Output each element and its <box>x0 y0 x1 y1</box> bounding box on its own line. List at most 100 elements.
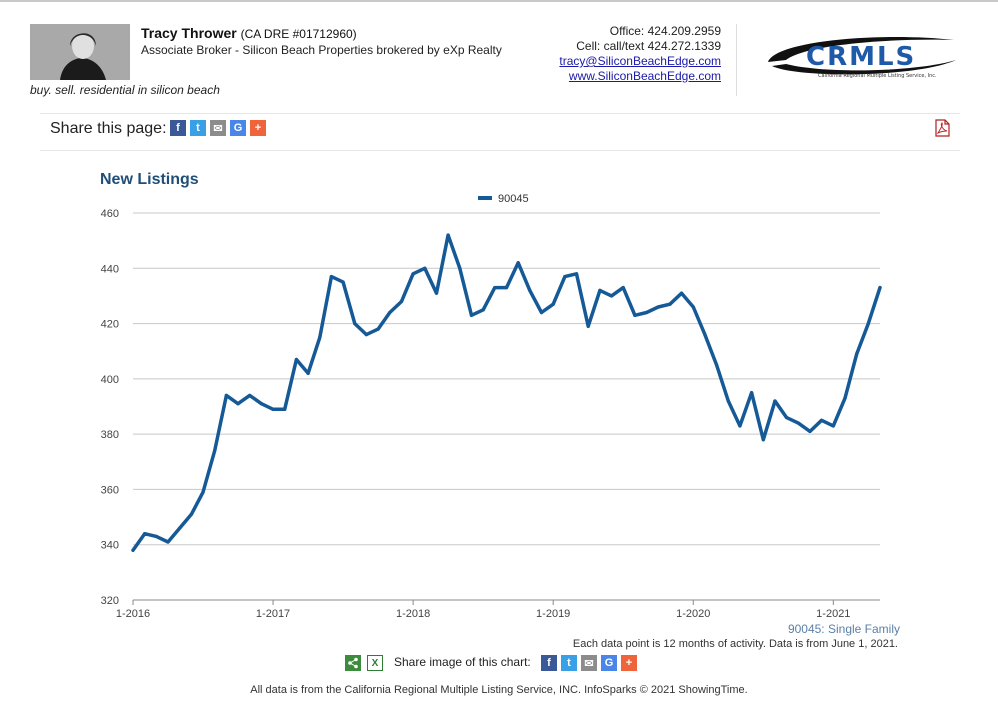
data-point <box>248 393 252 398</box>
data-point <box>785 415 789 420</box>
series-line <box>131 233 882 552</box>
data-point <box>598 288 602 292</box>
data-point <box>843 396 847 400</box>
x-tick-label: 1-2019 <box>536 608 570 620</box>
data-point <box>563 274 567 279</box>
data-point <box>761 438 765 442</box>
data-point <box>656 305 660 309</box>
agent-name-text: Tracy Thrower <box>141 25 237 41</box>
share-chart-icon[interactable] <box>345 655 361 671</box>
data-point <box>726 399 730 403</box>
data-point <box>738 424 742 428</box>
google-icon[interactable]: G <box>601 655 617 671</box>
email-link[interactable]: tracy@SiliconBeachEdge.com <box>559 54 721 68</box>
agent-tagline: buy. sell. residential in silicon beach <box>30 83 220 97</box>
share-page-bar: Share this page: f t ✉ G + <box>40 113 960 151</box>
data-point <box>388 310 392 315</box>
data-point <box>831 424 835 428</box>
twitter-icon[interactable]: t <box>561 655 577 671</box>
data-point <box>504 286 509 290</box>
agent-name: Tracy Thrower (CA DRE #01712960) <box>141 25 357 41</box>
chart-legend: 90045 <box>478 193 529 205</box>
y-tick-label: 360 <box>101 484 119 496</box>
office-phone: Office: 424.209.2959 <box>609 24 721 38</box>
pdf-icon[interactable] <box>934 119 950 137</box>
y-tick-label: 340 <box>101 540 119 552</box>
data-point <box>866 321 870 326</box>
data-point <box>341 280 345 284</box>
data-point <box>855 352 859 356</box>
y-tick-label: 460 <box>101 208 119 220</box>
data-point <box>434 291 439 295</box>
contact-block: Office: 424.209.2959 Cell: call/text 424… <box>520 24 721 84</box>
chart-grid <box>133 212 880 601</box>
data-point <box>539 310 544 315</box>
x-axis-ticks: 1-2016 1-2017 1-2018 1-2019 1-2020 1-2021 <box>116 600 850 620</box>
facebook-icon[interactable]: f <box>541 655 557 671</box>
data-point <box>691 305 695 309</box>
x-tick-label: 1-2020 <box>676 608 710 620</box>
header-divider <box>736 24 737 96</box>
website-link[interactable]: www.SiliconBeachEdge.com <box>568 69 721 83</box>
data-point <box>224 393 228 398</box>
data-point <box>154 534 158 539</box>
agent-photo <box>30 24 130 80</box>
y-tick-label: 380 <box>101 429 119 441</box>
share-page-icons: f t ✉ G + <box>170 120 266 136</box>
data-point <box>329 274 334 279</box>
data-point <box>703 333 707 337</box>
agent-dre: (CA DRE #01712960) <box>240 27 357 41</box>
y-tick-label: 400 <box>101 374 119 386</box>
data-point <box>493 286 497 290</box>
agent-title: Associate Broker - Silicon Beach Propert… <box>141 43 502 57</box>
data-point <box>481 308 485 312</box>
data-point <box>808 429 812 433</box>
plus-icon[interactable]: + <box>621 655 637 671</box>
x-tick-label: 1-2018 <box>396 608 430 620</box>
twitter-icon[interactable]: t <box>190 120 206 136</box>
data-point <box>750 391 754 395</box>
logo-text: CRMLS <box>806 42 916 72</box>
data-point <box>878 286 882 290</box>
data-note: Each data point is 12 months of activity… <box>572 638 898 650</box>
excel-icon[interactable]: X <box>367 655 383 671</box>
data-point <box>411 272 415 276</box>
share-image-bar: X Share image of this chart: f t ✉ G + <box>345 654 655 672</box>
y-tick-label: 420 <box>101 319 119 331</box>
data-point <box>271 407 275 411</box>
email-icon[interactable]: ✉ <box>210 120 226 136</box>
data-point <box>586 324 590 328</box>
data-point <box>820 418 824 422</box>
data-point <box>469 313 474 317</box>
data-point <box>259 402 263 406</box>
data-point <box>364 333 369 337</box>
data-point <box>621 286 625 290</box>
data-point <box>609 294 614 298</box>
data-point <box>376 327 380 331</box>
facebook-icon[interactable]: f <box>170 120 186 136</box>
x-tick-label: 1-2021 <box>816 608 850 620</box>
data-point <box>551 302 555 306</box>
data-point <box>644 310 649 315</box>
y-tick-label: 440 <box>101 263 119 275</box>
data-point <box>353 321 357 326</box>
y-axis-ticks: 320 340 360 380 400 420 440 460 <box>101 208 119 607</box>
data-point <box>423 266 427 270</box>
chart-series <box>131 233 882 552</box>
legend-entry: 90045 <box>498 193 529 205</box>
plus-icon[interactable]: + <box>250 120 266 136</box>
data-point <box>399 299 404 304</box>
series-description: 90045: Single Family <box>787 622 900 636</box>
data-point <box>633 313 637 317</box>
share-page-label: Share this page: <box>50 120 167 137</box>
chart-title: New Listings <box>100 171 199 188</box>
share-image-label: Share image of this chart: <box>394 655 531 669</box>
email-icon[interactable]: ✉ <box>581 655 597 671</box>
data-point <box>714 363 719 367</box>
agent-header: Tracy Thrower (CA DRE #01712960) Associa… <box>30 22 970 112</box>
data-point <box>318 335 322 339</box>
data-point <box>446 233 450 237</box>
google-icon[interactable]: G <box>230 120 246 136</box>
data-point <box>796 421 800 425</box>
